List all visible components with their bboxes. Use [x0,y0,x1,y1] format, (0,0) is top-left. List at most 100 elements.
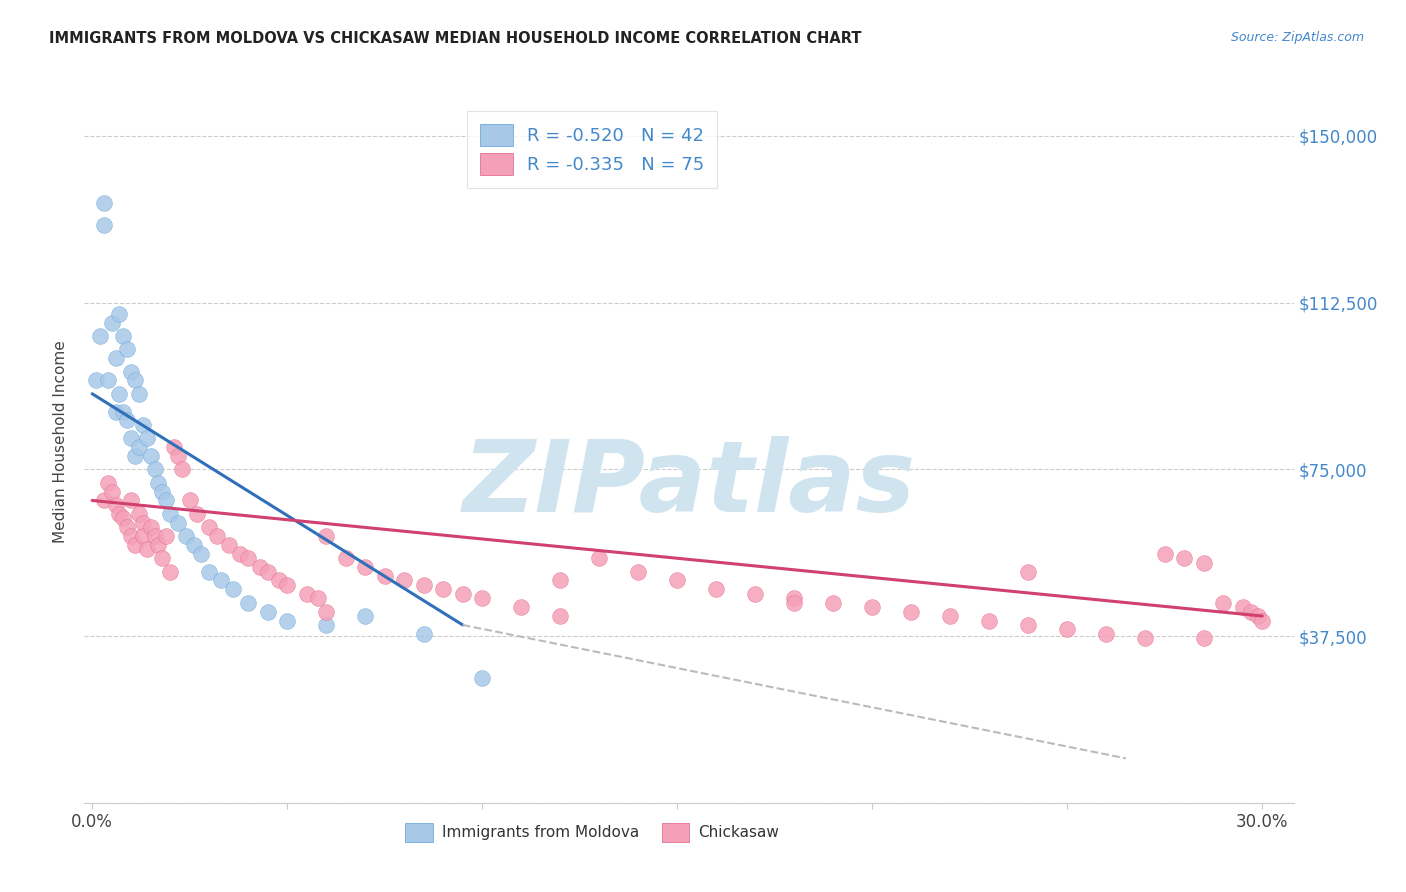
Point [1251,614,1274,628]
Point [190,547,212,561]
Y-axis label: Median Household Income: Median Household Income [52,340,67,543]
Point [120,431,142,445]
Point [112,404,135,418]
Point [198,520,221,534]
Point [93,195,115,210]
Point [155,529,177,543]
Point [1153,547,1175,561]
Point [97,373,120,387]
Point [1232,600,1254,615]
Point [900,605,922,619]
Point [132,529,155,543]
Point [143,462,166,476]
Point [1135,632,1157,646]
Point [84,373,107,387]
Point [159,565,181,579]
Point [104,404,127,418]
Point [117,343,139,357]
Point [183,538,205,552]
Point [167,449,190,463]
Point [170,462,193,476]
Point [1017,618,1039,632]
Point [89,329,111,343]
Point [354,560,377,574]
Point [108,307,131,321]
Point [186,507,208,521]
Point [104,351,127,366]
Point [1247,609,1270,624]
Point [238,596,260,610]
Point [117,520,139,534]
Point [143,529,166,543]
Point [93,493,115,508]
Point [451,587,474,601]
Point [124,373,146,387]
Point [276,614,298,628]
Point [510,600,533,615]
Point [588,551,610,566]
Point [412,627,434,641]
Point [108,507,131,521]
Point [783,591,806,606]
Point [1212,596,1234,610]
Point [1173,551,1195,566]
Point [120,493,142,508]
Point [295,587,318,601]
Point [315,605,337,619]
Point [120,529,142,543]
Point [104,498,127,512]
Point [148,475,170,490]
Text: ZIPatlas: ZIPatlas [463,436,915,533]
Point [174,529,197,543]
Point [392,574,415,588]
Point [548,609,571,624]
Point [307,591,329,606]
Point [124,449,146,463]
Point [1239,605,1261,619]
Point [128,440,150,454]
Point [1192,632,1215,646]
Point [100,316,122,330]
Point [163,440,186,454]
Point [471,671,494,685]
Point [548,574,571,588]
Point [150,484,173,499]
Point [315,618,337,632]
Point [112,329,135,343]
Legend: Immigrants from Moldova, Chickasaw: Immigrants from Moldova, Chickasaw [398,815,787,849]
Point [412,578,434,592]
Point [148,538,170,552]
Point [132,516,155,530]
Point [374,569,396,583]
Point [860,600,883,615]
Point [112,511,135,525]
Point [979,614,1001,628]
Point [269,574,291,588]
Point [128,386,150,401]
Point [627,565,650,579]
Point [135,431,157,445]
Point [1017,565,1039,579]
Point [939,609,962,624]
Point [1095,627,1118,641]
Point [335,551,357,566]
Point [117,413,139,427]
Point [124,538,146,552]
Point [276,578,298,592]
Point [256,565,278,579]
Point [139,449,162,463]
Text: IMMIGRANTS FROM MOLDOVA VS CHICKASAW MEDIAN HOUSEHOLD INCOME CORRELATION CHART: IMMIGRANTS FROM MOLDOVA VS CHICKASAW MED… [49,31,862,46]
Point [198,565,221,579]
Point [249,560,271,574]
Point [128,507,150,521]
Point [120,364,142,378]
Point [132,417,155,432]
Point [167,516,190,530]
Point [238,551,260,566]
Point [744,587,766,601]
Point [823,596,845,610]
Point [315,529,337,543]
Point [179,493,201,508]
Point [471,591,494,606]
Point [354,609,377,624]
